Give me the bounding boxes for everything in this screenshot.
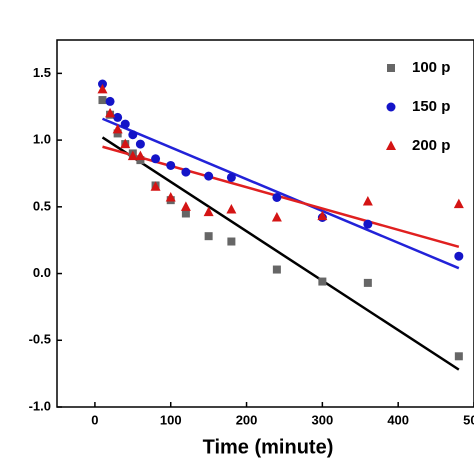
- y-tick-label: 1.0: [33, 132, 51, 147]
- legend-label: 150 p: [412, 98, 450, 115]
- point: [453, 198, 464, 209]
- y-tick-label: -0.5: [29, 332, 51, 347]
- point: [98, 96, 107, 105]
- point: [97, 83, 108, 94]
- x-tick-label: 200: [236, 412, 258, 427]
- point: [151, 154, 161, 164]
- point: [204, 171, 214, 181]
- x-axis-label: Time (minute): [203, 436, 334, 458]
- point: [317, 210, 328, 221]
- x-tick-label: 500: [463, 412, 474, 427]
- x-tick-label: 0: [91, 412, 98, 427]
- point: [120, 119, 130, 129]
- x-tick-label: 100: [160, 412, 182, 427]
- legend-label: 100 p: [412, 59, 450, 76]
- y-tick-label: 0.0: [33, 265, 51, 280]
- point: [105, 96, 115, 106]
- point: [166, 160, 176, 170]
- point: [136, 156, 145, 165]
- point: [363, 278, 372, 287]
- plot-frame: [56, 39, 474, 408]
- y-tick-label: 0.5: [33, 198, 51, 213]
- point: [113, 112, 123, 122]
- point: [165, 191, 176, 202]
- point: [363, 219, 373, 229]
- point: [271, 211, 282, 222]
- x-tick-label: 300: [312, 412, 334, 427]
- point: [203, 206, 214, 217]
- point: [180, 201, 191, 211]
- point: [105, 107, 116, 118]
- point: [454, 352, 463, 361]
- y-tick-label: -1.0: [29, 398, 51, 413]
- point: [226, 203, 237, 214]
- point: [204, 232, 213, 241]
- point: [227, 237, 236, 246]
- point: [150, 181, 161, 191]
- point: [181, 209, 190, 218]
- point: [113, 129, 122, 138]
- point: [128, 130, 138, 140]
- point: [318, 277, 327, 286]
- point: [362, 195, 373, 206]
- point: [226, 172, 236, 182]
- fit-line: [101, 136, 460, 371]
- point: [135, 139, 145, 149]
- legend-marker: [386, 102, 396, 112]
- legend-marker: [387, 64, 395, 72]
- y-tick-label: 1.5: [33, 65, 51, 80]
- legend-marker: [386, 140, 396, 150]
- point: [135, 150, 146, 161]
- fit-line: [102, 117, 460, 270]
- point: [454, 251, 464, 261]
- point: [181, 167, 191, 177]
- point: [272, 265, 281, 274]
- legend-label: 200 p: [412, 137, 450, 154]
- x-tick-label: 400: [387, 412, 409, 427]
- point: [120, 138, 131, 149]
- point: [272, 192, 282, 202]
- point: [112, 123, 123, 134]
- point: [127, 150, 138, 161]
